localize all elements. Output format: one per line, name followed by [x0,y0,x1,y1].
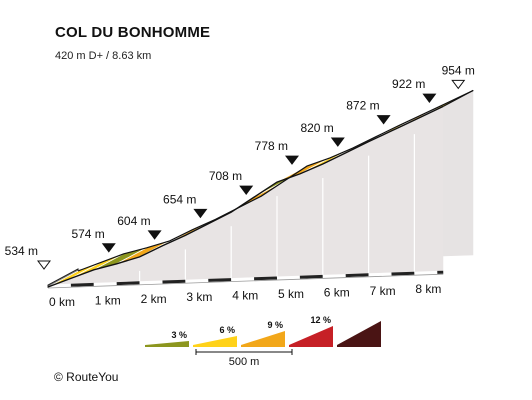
profile-base-segment [93,282,117,286]
elevation-marker [193,208,208,219]
profile-base-segment [70,282,94,287]
elevation-marker [330,137,345,147]
profile-base-segment [414,270,438,275]
elevation-label: 708 m [209,169,242,183]
distance-tick-label: 5 km [278,287,304,301]
profile-base-segment [299,274,323,279]
profile-base-segment [276,275,300,280]
elevation-marker-open [451,79,466,90]
distance-tick-label: 2 km [141,292,167,306]
profile-base-segment [368,272,392,277]
scale-bar-label: 500 m [229,356,260,368]
distance-tick-label: 3 km [186,290,212,304]
elevation-label: 604 m [117,214,150,228]
distance-tick-label: 7 km [370,284,396,298]
profile-end-edge [442,89,474,107]
legend-label: 6 % [219,325,235,335]
elevation-marker [285,155,299,165]
elevation-label: 778 m [255,139,288,153]
elevation-marker [101,243,116,253]
elevation-label: 820 m [300,121,333,135]
profile-base-line [47,273,444,289]
distance-tick-label: 0 km [49,295,75,309]
routeyou-credit: © RouteYou [54,370,119,384]
elevation-label: 574 m [71,227,104,241]
legend-swatch [241,331,285,347]
legend-swatch [289,326,333,347]
profile-back-edge [77,89,474,272]
elevation-label: 654 m [163,192,196,206]
elevation-marker [239,185,254,196]
chart-title: COL DU BONHOMME [55,24,211,41]
legend-swatch [193,336,237,347]
legend-label: 3 % [171,330,187,340]
elevation-marker [147,230,162,240]
profile-base-segment [391,271,415,276]
elevation-marker-open [37,260,51,270]
distance-tick-label: 1 km [95,293,121,307]
profile-base-segment [185,278,209,283]
elevation-label: 534 m [5,244,38,258]
profile-base-segment [162,279,186,284]
distance-tick-label: 8 km [415,282,441,296]
profile-base-segment [208,278,232,282]
elevation-label: 872 m [346,99,379,113]
elevation-marker [422,93,437,103]
distance-tick-label: 4 km [232,289,258,303]
elevation-marker [376,115,391,125]
chart-subtitle: 420 m D+ / 8.63 km [55,50,152,62]
legend-label: 9 % [267,320,283,330]
profile-base-segment [231,277,255,282]
elevation-label: 922 m [392,77,425,91]
profile-front-wall [48,106,444,288]
profile-base-segment [116,281,140,286]
profile-front-edge [47,105,444,288]
legend-label: 12 % [310,315,331,325]
profile-base-segment [322,274,346,278]
profile-base-segment [345,273,369,278]
profile-base-segment [254,276,278,281]
legend-swatch [337,321,381,347]
profile-base-segment [139,280,163,285]
distance-tick-label: 6 km [324,285,350,299]
elevation-label: 954 m [442,63,475,77]
legend-swatch [145,341,189,347]
